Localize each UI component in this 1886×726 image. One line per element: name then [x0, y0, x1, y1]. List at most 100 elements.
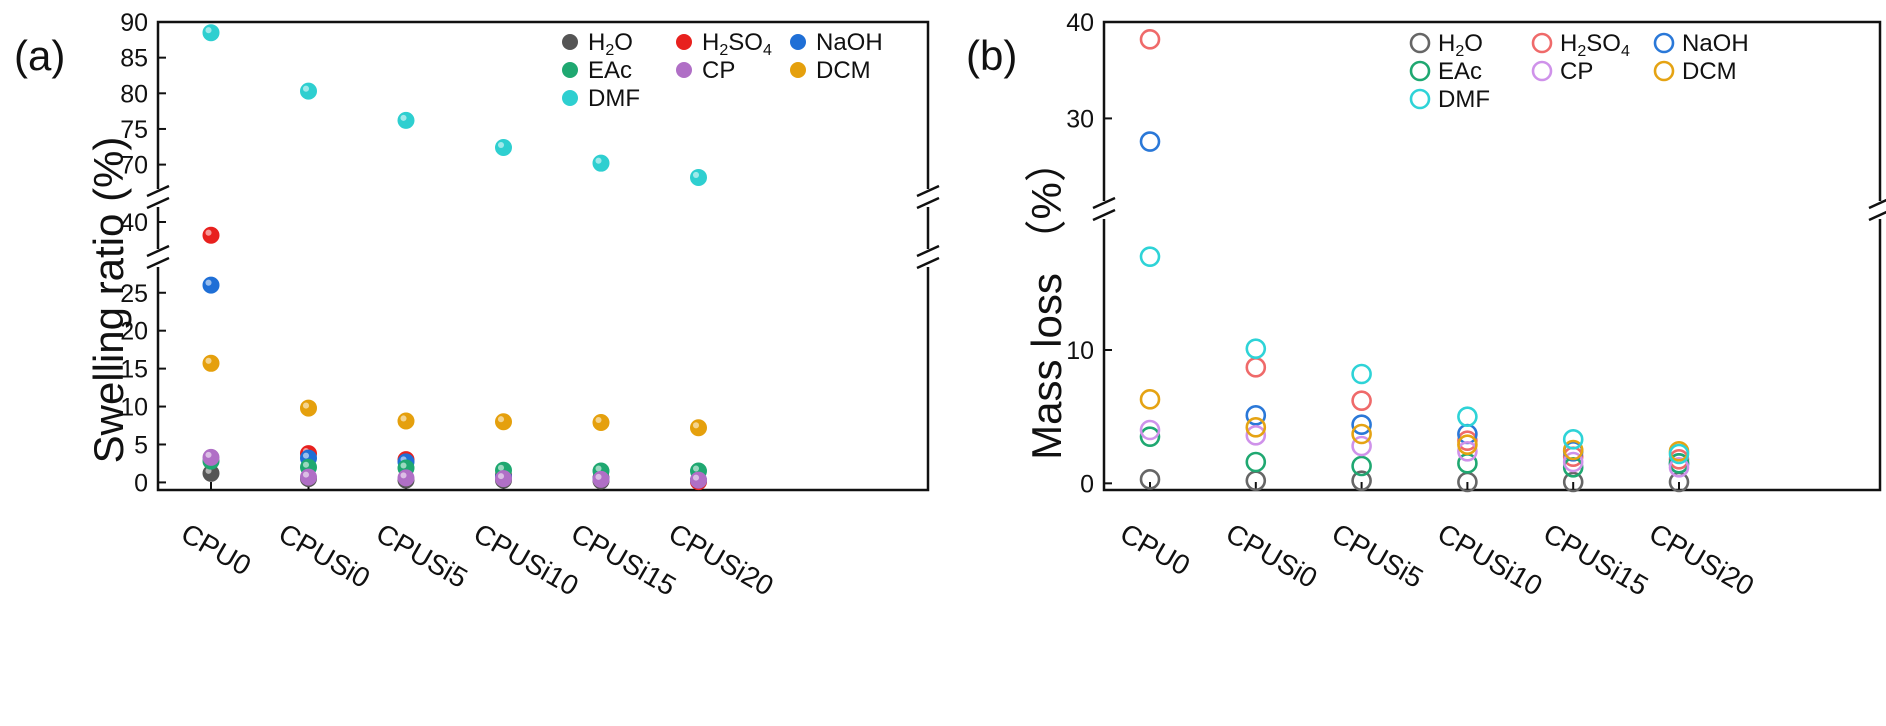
legend-marker-naoh: [790, 34, 806, 50]
legend-label-dmf: DMF: [588, 85, 640, 112]
x-category-label: CPU0: [176, 517, 256, 581]
data-point-dcm: [300, 399, 317, 417]
legend-label-h2so4: H2SO4: [1560, 30, 1630, 60]
data-point-h2o: [1351, 470, 1372, 491]
data-point-cp: [1562, 451, 1584, 473]
legend-label-eac: EAc: [1438, 58, 1482, 85]
legend-marker-dmf: [562, 90, 578, 106]
data-point-highlight: [205, 229, 212, 236]
axes-a: [146, 20, 940, 492]
legend-marker-dmf: [1409, 88, 1431, 110]
legend-marker-naoh: [1653, 32, 1675, 54]
x-category-label: CPUSi0: [1221, 517, 1323, 594]
x-category-label: CPUSi0: [274, 517, 376, 594]
y-tick-label: 40: [1066, 9, 1094, 37]
data-point-dcm: [1245, 417, 1267, 438]
data-point-eac: [1245, 451, 1267, 473]
panel-label-a: (a): [14, 32, 65, 79]
y-tick-label: 0: [134, 469, 148, 497]
legend-label-dcm: DCM: [1682, 58, 1737, 85]
axis-break-mark: [916, 256, 940, 270]
y-tick-label: 25: [120, 280, 148, 308]
data-point-highlight: [595, 473, 602, 480]
data-point-highlight: [692, 474, 700, 481]
data-point-dcm: [1351, 423, 1372, 445]
y-tick-label: 75: [120, 116, 148, 144]
axis-break-mark: [146, 196, 170, 210]
data-point-h2so4: [1351, 390, 1372, 411]
legend-label-naoh: NaOH: [816, 29, 883, 56]
plot-frame: [156, 20, 930, 492]
data-point-dmf: [1245, 338, 1267, 359]
x-category-label: CPUSi20: [1644, 517, 1759, 601]
data-point-highlight: [692, 422, 700, 429]
data-point-highlight: [205, 357, 212, 364]
x-category-label: CPUSi15: [1538, 517, 1653, 601]
data-point-highlight: [205, 451, 212, 458]
data-point-naoh: [1139, 131, 1161, 152]
data-point-dmf: [690, 168, 707, 186]
data-point-highlight: [302, 461, 310, 468]
legend-b: H2O H2SO4 NaOH EAc CP DCM DMF: [1409, 30, 1749, 113]
data-point-dmf: [1457, 406, 1478, 427]
axis-break-mark: [916, 184, 940, 198]
x-category-label: CPUSi10: [1432, 517, 1547, 601]
data-point-dcm: [397, 412, 415, 430]
axis-break-mark: [916, 196, 940, 210]
data-point-dmf: [1351, 363, 1372, 385]
plot-frame: [1102, 20, 1882, 492]
panel-label-b: (b): [966, 32, 1017, 79]
axis-break-mark: [146, 184, 170, 198]
data-point-dcm: [1562, 439, 1584, 461]
data-point-cp: [1351, 435, 1372, 457]
data-point-cp: [495, 470, 512, 488]
data-point-dmf: [397, 111, 415, 129]
data-points-b: [1139, 29, 1690, 493]
legend-label-dcm: DCM: [816, 57, 871, 84]
axis-break-mark: [1868, 210, 1886, 222]
data-point-cp: [690, 471, 707, 489]
axes-b: [1092, 20, 1886, 492]
y-tick-label: 10: [1066, 337, 1094, 365]
legend-marker-cp: [676, 62, 692, 78]
data-point-dmf: [300, 82, 317, 100]
y-tick-label: 70: [120, 152, 148, 180]
data-point-dmf: [1139, 246, 1161, 267]
data-point-h2o: [1139, 469, 1161, 490]
axis-break-mark: [916, 244, 940, 258]
legend-marker-eac: [562, 62, 578, 78]
legend-a: H2O H2SO4 NaOH EAc CP DCM DMF: [562, 29, 883, 112]
y-ticks-a: 0 5 10 15 20 25 40 70 75 80 85 90: [120, 9, 166, 497]
panel-a-swelling-ratio: (a) Swelling ratio (%) 0 5 10 15 20 25 40 70 75 8…: [14, 9, 940, 602]
data-point-highlight: [205, 27, 212, 34]
legend-marker-h2o: [1409, 32, 1431, 54]
data-point-cp: [1139, 419, 1161, 441]
legend-marker-dcm: [1653, 60, 1675, 82]
data-point-highlight: [692, 465, 700, 472]
data-point-highlight: [497, 141, 505, 149]
data-point-dcm: [1139, 389, 1161, 410]
y-ticks-b: 0 10 30 40: [1066, 9, 1112, 498]
data-point-highlight: [497, 416, 505, 423]
data-point-highlight: [302, 471, 310, 478]
axis-break-mark: [146, 256, 170, 270]
data-points-a: [202, 24, 707, 491]
x-category-label: CPUSi5: [1327, 517, 1429, 594]
data-point-dmf: [495, 138, 512, 156]
data-point-naoh: [1245, 405, 1267, 426]
data-point-highlight: [692, 171, 700, 178]
legend-label-h2o: H2O: [588, 29, 633, 59]
y-tick-label: 85: [120, 45, 148, 73]
legend-label-cp: CP: [1560, 58, 1593, 85]
axis-break-mark: [146, 244, 170, 258]
data-point-dcm: [1457, 434, 1478, 455]
data-point-highlight: [205, 279, 212, 286]
data-point-cp: [592, 470, 610, 488]
axis-break-mark: [1092, 208, 1116, 222]
data-point-dcm: [690, 419, 707, 437]
legend-marker-eac: [1409, 60, 1431, 82]
legend-label-cp: CP: [702, 57, 735, 84]
